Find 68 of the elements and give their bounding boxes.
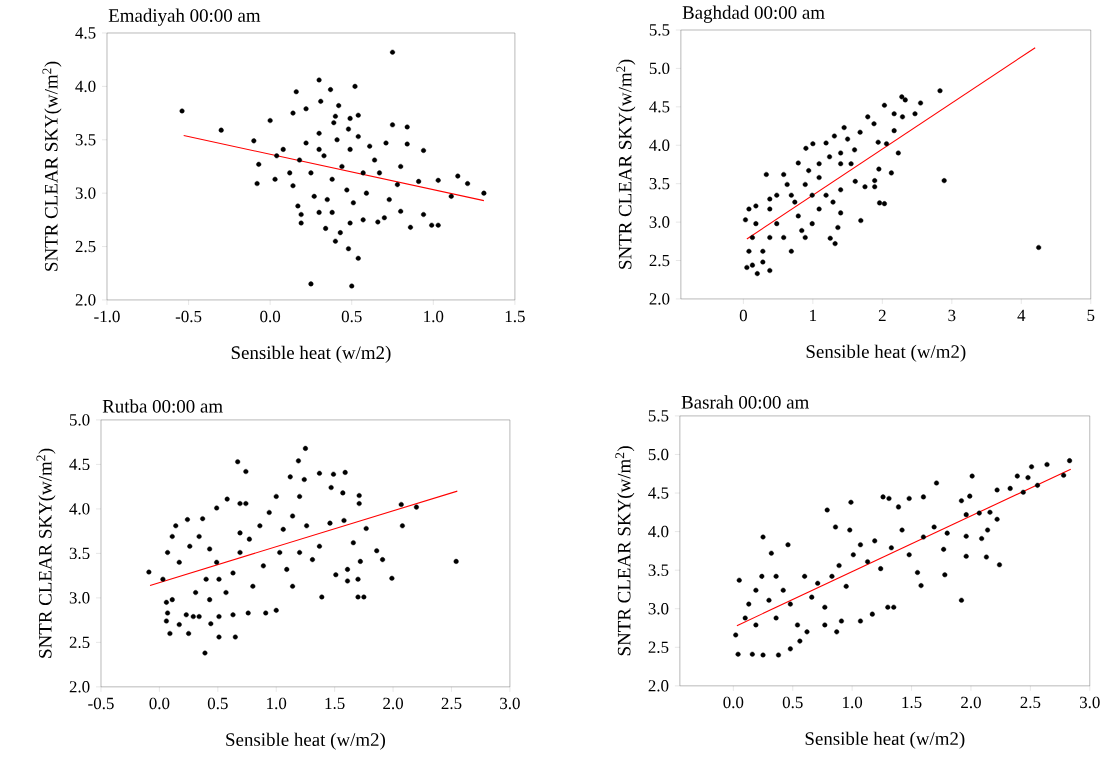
x-axis-title: Sensible heat (w/m2) xyxy=(231,345,391,363)
y-tick-label: 5.0 xyxy=(648,448,669,461)
x-tick-label: 0.0 xyxy=(260,310,281,323)
y-tick-label: 4.0 xyxy=(69,503,90,515)
y-tick-label: 2.0 xyxy=(649,293,670,305)
y-tick-label: 2.5 xyxy=(649,254,670,267)
chart-title: Emadiyah 00:00 am xyxy=(108,8,261,26)
x-tick-label: 1 xyxy=(810,309,817,322)
x-tick-label: 2 xyxy=(878,309,886,322)
x-tick-label: 4 xyxy=(1017,309,1026,321)
y-tick-label: 2.0 xyxy=(75,294,96,306)
y-tick-label: 3.5 xyxy=(648,564,669,576)
x-tick-label: 1.5 xyxy=(325,697,345,710)
y-tick-label: 4.5 xyxy=(75,27,96,39)
y-tick-label: 4.5 xyxy=(648,487,669,499)
x-tick-label: 0.5 xyxy=(341,310,362,323)
x-tick-label: 2.5 xyxy=(441,697,462,710)
x-tick-label: 2.5 xyxy=(1020,696,1041,709)
y-tick-label: 2.0 xyxy=(648,680,669,692)
y-tick-label: 4.0 xyxy=(648,525,669,538)
x-tick-label: 3 xyxy=(948,309,956,322)
y-tick-label: 2.0 xyxy=(69,681,90,693)
y-tick-label: 2.5 xyxy=(75,240,96,253)
y-tick-label: 4.0 xyxy=(75,80,96,93)
x-tick-label: -0.5 xyxy=(175,310,202,323)
x-tick-label: 3.0 xyxy=(1080,696,1100,709)
x-axis-title: Sensible heat (w/m2) xyxy=(226,732,386,750)
x-tick-label: 1.0 xyxy=(424,310,444,323)
x-axis-title: Sensible heat (w/m2) xyxy=(805,731,965,749)
x-tick-label: 1.5 xyxy=(505,310,525,323)
y-axis-title: SNTR CLEAR SKY(w/m$^{2}$) xyxy=(36,448,56,658)
y-axis-title: SNTR CLEAR SKY(w/m$^{2}$) xyxy=(615,446,635,656)
x-tick-label: 3.0 xyxy=(500,697,520,710)
y-tick-label: 2.5 xyxy=(648,641,669,654)
y-tick-label: 4.0 xyxy=(649,139,670,152)
y-tick-label: 5.5 xyxy=(648,410,669,422)
y-tick-label: 3.0 xyxy=(75,187,96,199)
x-tick-label: 0.5 xyxy=(782,696,803,709)
y-tick-label: 4.5 xyxy=(649,101,670,113)
x-tick-label: 2.0 xyxy=(383,697,404,710)
x-tick-label: 2.0 xyxy=(961,696,981,709)
y-tick-label: 3.0 xyxy=(648,603,669,615)
y-tick-label: 3.5 xyxy=(75,134,96,146)
x-tick-label: 1.5 xyxy=(902,696,922,709)
y-tick-label: 3.5 xyxy=(69,547,90,560)
chart-title: Basrah 00:00 am xyxy=(681,395,809,409)
y-tick-label: 3.5 xyxy=(649,178,670,190)
y-tick-label: 5.0 xyxy=(69,414,90,426)
x-tick-label: 0.0 xyxy=(149,697,170,710)
x-tick-label: 5 xyxy=(1087,309,1095,322)
x-tick-label: 0.0 xyxy=(723,696,744,709)
y-axis-title: SNTR CLEAR SKY(w/m$^{2}$) xyxy=(616,59,636,269)
x-tick-label: 0.5 xyxy=(207,697,228,710)
x-tick-label: 1.0 xyxy=(267,697,287,710)
x-tick-label: -0.5 xyxy=(88,697,114,710)
x-tick-label: -1.0 xyxy=(94,310,120,323)
y-tick-label: 3.0 xyxy=(649,216,670,228)
y-tick-label: 5.5 xyxy=(649,24,670,36)
chart-title: Baghdad 00:00 am xyxy=(682,5,825,23)
y-tick-label: 4.5 xyxy=(69,458,90,471)
y-axis-title: SNTR CLEAR SKY(w/m$^{2}$) xyxy=(42,61,62,271)
x-tick-label: 1.0 xyxy=(843,696,863,709)
chart-title: Rutba 00:00 am xyxy=(102,399,223,413)
y-tick-label: 3.0 xyxy=(69,592,90,604)
x-tick-label: 0 xyxy=(739,309,747,322)
x-axis-title: Sensible heat (w/m2) xyxy=(806,344,966,362)
y-tick-label: 2.5 xyxy=(69,636,90,649)
y-tick-label: 5.0 xyxy=(649,62,670,75)
